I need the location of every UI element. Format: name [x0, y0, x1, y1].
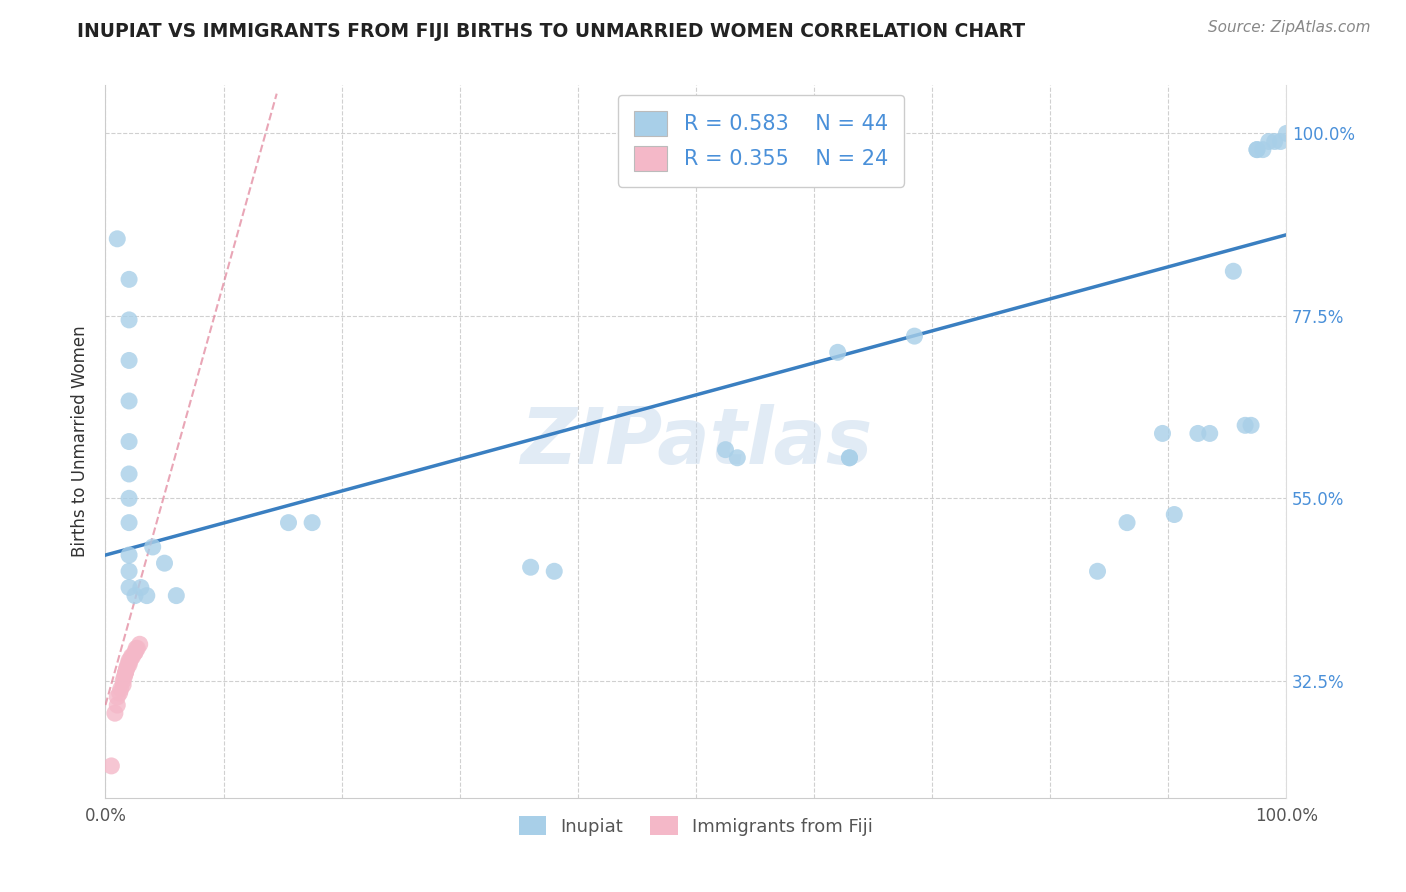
Point — [127, 641, 149, 656]
Point — [165, 589, 187, 603]
Point — [104, 706, 127, 721]
Point — [117, 657, 139, 672]
Point — [118, 394, 141, 409]
Point — [108, 686, 131, 700]
Point — [112, 670, 135, 684]
Point — [118, 581, 141, 595]
Text: ZIPatlas: ZIPatlas — [520, 403, 872, 480]
Point — [118, 657, 141, 672]
Point — [1234, 418, 1257, 433]
Point — [121, 649, 143, 664]
Point — [714, 442, 737, 457]
Point — [118, 516, 141, 530]
Text: Source: ZipAtlas.com: Source: ZipAtlas.com — [1208, 20, 1371, 35]
Point — [838, 450, 860, 465]
Y-axis label: Births to Unmarried Women: Births to Unmarried Women — [72, 326, 90, 558]
Point — [105, 698, 128, 712]
Point — [838, 450, 860, 465]
Point — [1087, 564, 1109, 578]
Point — [124, 645, 146, 659]
Point — [301, 516, 323, 530]
Point — [105, 690, 128, 704]
Point — [118, 548, 141, 562]
Point — [1246, 143, 1268, 157]
Point — [118, 353, 141, 368]
Point — [114, 665, 136, 680]
Point — [1275, 127, 1298, 141]
Point — [124, 589, 146, 603]
Point — [135, 589, 157, 603]
Point — [725, 450, 748, 465]
Point — [1240, 418, 1263, 433]
Point — [115, 662, 138, 676]
Point — [1257, 135, 1279, 149]
Point — [125, 641, 148, 656]
Point — [1187, 426, 1209, 441]
Point — [1116, 516, 1139, 530]
Point — [142, 540, 165, 554]
Point — [543, 564, 565, 578]
Point — [827, 345, 849, 359]
Point — [1251, 143, 1274, 157]
Point — [120, 653, 142, 667]
Point — [118, 564, 141, 578]
Point — [110, 681, 132, 696]
Point — [903, 329, 925, 343]
Point — [118, 653, 141, 667]
Point — [105, 232, 128, 246]
Point — [112, 678, 135, 692]
Text: INUPIAT VS IMMIGRANTS FROM FIJI BIRTHS TO UNMARRIED WOMEN CORRELATION CHART: INUPIAT VS IMMIGRANTS FROM FIJI BIRTHS T… — [77, 22, 1025, 41]
Point — [114, 665, 136, 680]
Point — [100, 759, 122, 773]
Point — [1270, 135, 1292, 149]
Point — [118, 434, 141, 449]
Point — [124, 645, 146, 659]
Point — [153, 556, 176, 570]
Point — [277, 516, 299, 530]
Legend: Inupiat, Immigrants from Fiji: Inupiat, Immigrants from Fiji — [512, 808, 880, 843]
Point — [118, 272, 141, 286]
Point — [118, 467, 141, 481]
Point — [118, 491, 141, 506]
Point — [1222, 264, 1244, 278]
Point — [120, 649, 142, 664]
Point — [118, 313, 141, 327]
Point — [1198, 426, 1220, 441]
Point — [1152, 426, 1174, 441]
Point — [1163, 508, 1185, 522]
Point — [1246, 143, 1268, 157]
Point — [115, 662, 138, 676]
Point — [112, 673, 135, 688]
Point — [128, 637, 150, 651]
Point — [129, 581, 152, 595]
Point — [1264, 135, 1286, 149]
Point — [519, 560, 541, 574]
